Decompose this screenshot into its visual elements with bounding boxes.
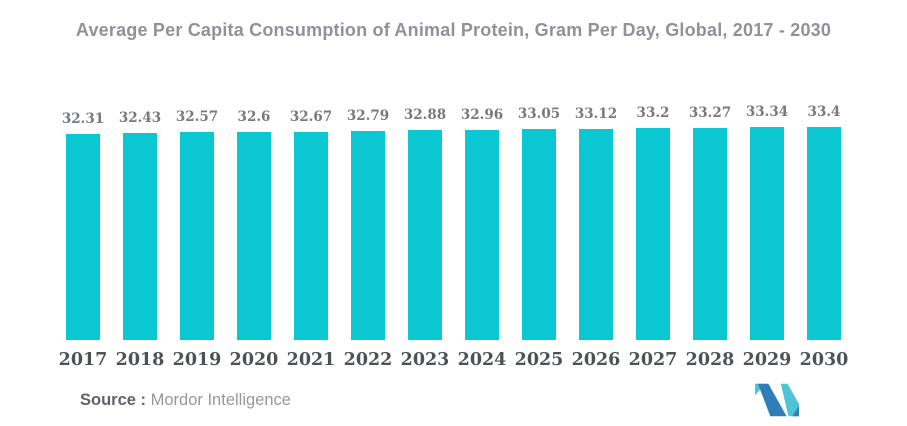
bar <box>123 133 157 340</box>
bar <box>750 127 784 340</box>
bar-value-label: 32.88 <box>403 107 447 124</box>
bar-column: 33.12 2026 <box>568 106 625 370</box>
bar-column: 32.31 2017 <box>55 111 112 370</box>
bar-column: 33.27 2028 <box>682 105 739 370</box>
bar-year-label: 2019 <box>172 350 222 370</box>
bar-value-label: 33.12 <box>574 105 618 122</box>
bar <box>180 132 214 340</box>
bar-value-label: 32.6 <box>237 109 271 126</box>
bar <box>237 132 271 340</box>
source-value: Mordor Intelligence <box>150 390 291 409</box>
source-label: Source : <box>80 390 147 409</box>
bar-value-label: 33.2 <box>636 105 670 122</box>
bar-value-label: 33.34 <box>745 104 789 121</box>
bar-column: 32.57 2019 <box>169 109 226 370</box>
bar-year-label: 2030 <box>799 350 849 370</box>
bar-column: 32.88 2023 <box>397 107 454 370</box>
bar-column: 33.4 2030 <box>796 104 853 370</box>
bar <box>408 130 442 340</box>
bar-value-label: 32.67 <box>289 108 333 125</box>
bar-value-label: 32.96 <box>460 106 504 123</box>
bar-year-label: 2029 <box>742 350 792 370</box>
logo-m-icon <box>755 383 799 417</box>
bar <box>351 130 385 340</box>
bar-column: 32.67 2021 <box>283 109 340 370</box>
bar-value-label: 32.57 <box>175 109 219 126</box>
bar <box>465 129 499 340</box>
bar-column: 33.2 2027 <box>625 105 682 370</box>
bar-year-label: 2024 <box>457 350 507 370</box>
mordor-intelligence-logo <box>755 383 799 417</box>
bar-year-label: 2026 <box>571 350 621 370</box>
bar-column: 32.79 2022 <box>340 108 397 370</box>
bar-value-label: 33.27 <box>688 104 732 121</box>
footer: Source : Mordor Intelligence <box>80 380 799 420</box>
bar-year-label: 2022 <box>343 350 393 370</box>
bar-value-label: 32.79 <box>346 107 390 124</box>
bar-year-label: 2018 <box>115 350 165 370</box>
bar <box>294 131 328 340</box>
bar-year-label: 2021 <box>286 350 336 370</box>
bar <box>636 128 670 340</box>
bar-year-label: 2023 <box>400 350 450 370</box>
bar <box>66 134 100 340</box>
bar <box>579 128 613 340</box>
bar-year-label: 2017 <box>58 350 108 370</box>
bar <box>522 129 556 340</box>
bar-column: 32.96 2024 <box>454 107 511 370</box>
bar-year-label: 2028 <box>685 350 735 370</box>
bar-column: 32.43 2018 <box>112 110 169 370</box>
bar-value-label: 33.4 <box>807 104 841 120</box>
bar-year-label: 2020 <box>229 350 279 370</box>
bar <box>693 127 727 340</box>
bar-column: 33.34 2029 <box>739 104 796 370</box>
plot-area: 32.31 2017 32.43 2018 32.57 2019 32.6 2020 32.67… <box>50 104 857 370</box>
source-line: Source : Mordor Intelligence <box>80 391 291 410</box>
bar-year-label: 2025 <box>514 350 564 370</box>
bar <box>807 127 841 340</box>
bar-value-label: 32.43 <box>118 110 162 127</box>
chart-title: Average Per Capita Consumption of Animal… <box>75 20 832 40</box>
bar-year-label: 2027 <box>628 350 678 370</box>
bar-value-label: 33.05 <box>517 106 561 123</box>
bar-column: 33.05 2025 <box>511 106 568 370</box>
bar-value-label: 32.31 <box>61 111 105 127</box>
bar-column: 32.6 2020 <box>226 109 283 370</box>
